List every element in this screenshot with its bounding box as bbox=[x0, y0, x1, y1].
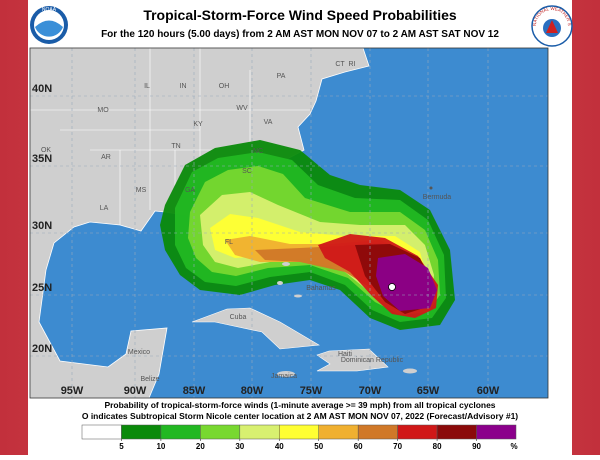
longitude-label: 75W bbox=[300, 385, 323, 397]
caption: Probability of tropical-storm-force wind… bbox=[104, 400, 495, 410]
subtitle: For the 120 hours (5.00 days) from 2 AM … bbox=[101, 29, 499, 40]
place-label: SC bbox=[242, 168, 252, 175]
longitude-label: 60W bbox=[477, 385, 500, 397]
latitude-labels: 40N 35N 30N 25N 20N bbox=[32, 83, 52, 355]
longitude-label: 65W bbox=[417, 385, 440, 397]
legend-swatch bbox=[160, 424, 201, 440]
legend-label: 5 bbox=[119, 442, 124, 451]
legend-swatch bbox=[436, 424, 477, 440]
probability-contours bbox=[160, 140, 455, 330]
place-label: IL bbox=[144, 83, 150, 90]
graticule bbox=[30, 48, 548, 398]
legend-swatch bbox=[279, 424, 319, 440]
place-label: Dominican Republic bbox=[341, 357, 404, 364]
place-label: GA bbox=[185, 187, 195, 194]
legend: 5 10 20 30 40 50 60 70 80 90% bbox=[81, 424, 518, 451]
place-label: RI bbox=[349, 61, 356, 68]
longitude-label: 90W bbox=[124, 385, 147, 397]
latitude-label: 25N bbox=[32, 282, 52, 294]
storm-center bbox=[388, 283, 396, 291]
bahamas bbox=[277, 262, 302, 298]
legend-label: 50 bbox=[314, 442, 323, 451]
place-label: NC bbox=[253, 148, 263, 155]
place-label: Haiti bbox=[338, 351, 352, 358]
place-labels: PA OH IN IL CT RI MO KY WV VA NC TN SC A… bbox=[41, 61, 451, 383]
cuba bbox=[191, 307, 320, 350]
longitude-label: 85W bbox=[183, 385, 206, 397]
place-label: OH bbox=[219, 83, 230, 90]
place-label: Mexico bbox=[128, 349, 150, 356]
place-label: IN bbox=[180, 83, 187, 90]
place-label: VA bbox=[264, 119, 273, 126]
map-frame bbox=[29, 47, 549, 399]
jamaica bbox=[277, 371, 295, 377]
legend-swatch bbox=[357, 424, 398, 440]
place-label: LA bbox=[100, 205, 109, 212]
place-label: AR bbox=[101, 154, 111, 161]
latitude-label: 20N bbox=[32, 343, 52, 355]
longitude-label: 95W bbox=[61, 385, 84, 397]
legend-unit: % bbox=[510, 442, 517, 451]
legend-label: 40 bbox=[275, 442, 284, 451]
place-label: PA bbox=[277, 73, 286, 80]
legend-swatch bbox=[81, 424, 122, 440]
legend-swatch bbox=[200, 424, 241, 440]
latitude-label: 40N bbox=[32, 83, 52, 95]
noaa-logo: NOAA bbox=[30, 6, 68, 44]
place-label: Belize bbox=[140, 376, 159, 383]
longitude-label: 70W bbox=[359, 385, 382, 397]
longitude-labels: 95W 90W 85W 80W 75W 70W 65W 60W bbox=[61, 385, 500, 397]
legend-swatch bbox=[476, 424, 517, 440]
latitude-label: 35N bbox=[32, 153, 52, 165]
place-label: FL bbox=[225, 239, 233, 246]
place-label: TN bbox=[171, 143, 180, 150]
legend-label: 60 bbox=[354, 442, 363, 451]
puerto-rico bbox=[403, 368, 417, 374]
place-label: MS bbox=[136, 187, 147, 194]
title: Tropical-Storm-Force Wind Speed Probabil… bbox=[143, 7, 457, 23]
longitude-label: 80W bbox=[241, 385, 264, 397]
place-label: WV bbox=[236, 105, 248, 112]
map: PA OH IN IL CT RI MO KY WV VA NC TN SC A… bbox=[30, 48, 548, 398]
place-label: Bermuda bbox=[423, 194, 452, 201]
legend-swatch bbox=[318, 424, 359, 440]
bermuda bbox=[429, 186, 433, 190]
legend-label: 80 bbox=[433, 442, 442, 451]
place-label: OK bbox=[41, 147, 51, 154]
legend-label: 30 bbox=[235, 442, 244, 451]
legend-label: 20 bbox=[196, 442, 205, 451]
legend-swatch bbox=[397, 424, 438, 440]
place-label: Bahamas bbox=[306, 285, 336, 292]
place-label: CT bbox=[335, 61, 345, 68]
place-label: Cuba bbox=[230, 314, 247, 321]
legend-label: 70 bbox=[393, 442, 402, 451]
logo-text: NOAA bbox=[42, 7, 57, 13]
legend-label: 10 bbox=[156, 442, 165, 451]
place-label: Jamaica bbox=[271, 373, 297, 380]
latitude-label: 30N bbox=[32, 220, 52, 232]
place-label: MO bbox=[97, 107, 109, 114]
legend-label: 90 bbox=[472, 442, 481, 451]
legend-swatch bbox=[239, 424, 280, 440]
legend-swatch bbox=[121, 424, 162, 440]
caption: O indicates Subtropical Storm Nicole cen… bbox=[82, 411, 518, 421]
state-borders bbox=[30, 48, 310, 225]
place-label: KY bbox=[193, 121, 203, 128]
